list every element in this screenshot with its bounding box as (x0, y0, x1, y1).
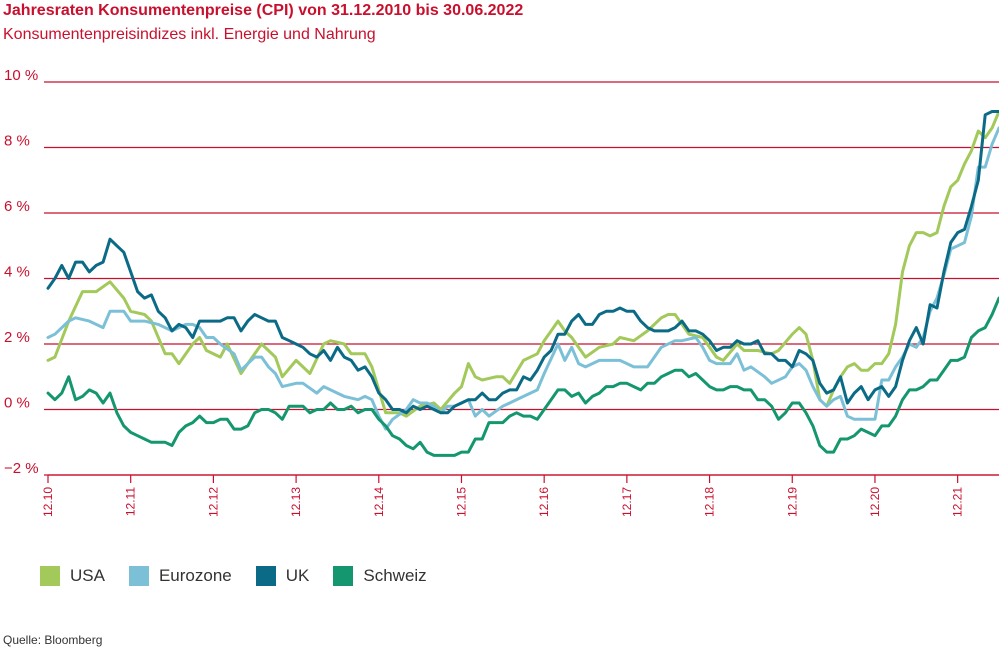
chart-subtitle: Konsumentenpreisindizes inkl. Energie un… (3, 26, 376, 43)
y-tick-label: 10 % (4, 67, 38, 84)
series-line-usa (46, 110, 999, 418)
chart-title: Jahresraten Konsumentenpreise (CPI) von … (3, 2, 524, 19)
y-tick-label: 8 % (4, 133, 30, 150)
x-tick-label: 12.21 (951, 487, 965, 517)
legend-item-schweiz: Schweiz (333, 566, 427, 586)
legend: USA Eurozone UK Schweiz (40, 566, 451, 586)
series-line-schweiz (46, 296, 999, 457)
x-tick-label: 12.20 (868, 487, 882, 517)
legend-item-uk: UK (255, 566, 310, 586)
y-axis-labels: 10 % 8 % 6 % 4 % 2 % 0 % −2 % (4, 67, 39, 477)
x-tick-label: 12.11 (124, 487, 138, 516)
x-tick-label: 12.18 (703, 487, 717, 517)
x-tick-label: 12.10 (41, 487, 55, 517)
y-tick-label: −2 % (4, 460, 39, 477)
x-axis: 12.10 12.11 12.12 12.13 12.14 12.15 12.16 12.17… (41, 474, 999, 517)
legend-label: UK (285, 566, 310, 585)
series-line-eurozone (46, 126, 999, 431)
legend-item-usa: USA (40, 566, 105, 586)
y-tick-label: 0 % (4, 395, 30, 412)
legend-swatch (255, 566, 276, 586)
y-tick-label: 6 % (4, 198, 30, 215)
source-note: Quelle: Bloomberg (3, 633, 103, 647)
x-tick-label: 12.12 (206, 487, 220, 517)
legend-swatch (40, 566, 60, 586)
legend-swatch (128, 566, 149, 586)
series-lines (46, 110, 999, 457)
series-line-uk (46, 110, 999, 415)
legend-label: Schweiz (363, 566, 427, 585)
legend-label: Eurozone (158, 566, 232, 585)
x-tick-label: 12.14 (372, 487, 386, 517)
legend-swatch (333, 566, 354, 586)
line-chart: 10 %8 %6 %4 %2 %0 %−2 % 12.10 12.11 12.12 1… (4, 67, 999, 517)
x-tick-label: 12.17 (620, 487, 634, 517)
y-tick-label: 4 % (4, 264, 30, 281)
x-tick-label: 12.19 (785, 487, 799, 517)
x-tick-label: 12.13 (289, 487, 303, 517)
x-tick-label: 12.16 (537, 487, 551, 517)
legend-label: USA (70, 566, 105, 585)
x-tick-label: 12.15 (454, 487, 468, 517)
legend-item-eurozone: Eurozone (128, 566, 232, 586)
y-tick-label: 2 % (4, 329, 30, 346)
